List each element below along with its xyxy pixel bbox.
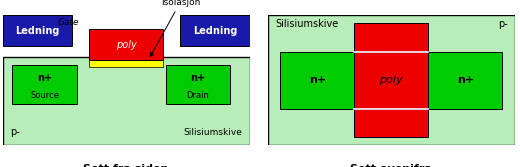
Text: n+: n+ (309, 75, 326, 85)
Text: n+: n+ (37, 73, 52, 83)
Text: Source: Source (30, 91, 59, 100)
Text: Silisiumskive: Silisiumskive (275, 19, 339, 29)
Text: Isolasjon: Isolasjon (150, 0, 200, 57)
Text: Sett ovenifra: Sett ovenifra (350, 163, 432, 167)
Text: p-: p- (498, 19, 508, 29)
Text: Gate: Gate (58, 18, 79, 27)
Bar (3, 15, 72, 46)
Text: Sett fra siden: Sett fra siden (83, 163, 169, 167)
Bar (354, 51, 428, 109)
Text: Drain: Drain (186, 91, 209, 100)
Text: Silisiumskive: Silisiumskive (184, 128, 242, 137)
Bar (354, 109, 428, 137)
Bar (180, 15, 250, 46)
Text: Ledning: Ledning (193, 26, 237, 36)
Bar (280, 51, 502, 109)
Bar (354, 23, 428, 51)
Text: poly: poly (380, 75, 403, 85)
Bar (89, 29, 163, 60)
Text: n+: n+ (190, 73, 205, 83)
Text: poly: poly (116, 40, 136, 50)
Text: Ledning: Ledning (15, 26, 59, 36)
Bar (165, 64, 230, 104)
Bar (3, 57, 250, 145)
Text: n+: n+ (457, 75, 474, 85)
Text: p-: p- (10, 127, 20, 137)
Bar (12, 64, 77, 104)
Bar (89, 60, 163, 67)
